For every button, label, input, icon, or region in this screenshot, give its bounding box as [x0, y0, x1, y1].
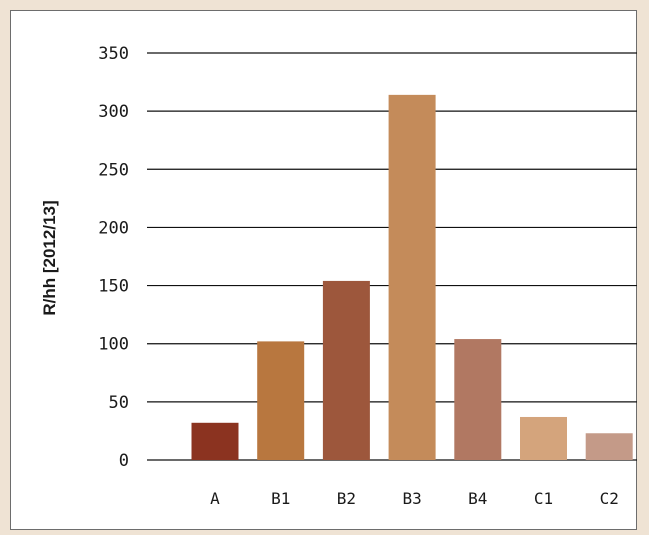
y-tick-label: 350 — [98, 44, 129, 64]
y-tick-label: 150 — [98, 277, 129, 297]
bar-b2 — [322, 280, 370, 460]
x-tick-label-b4: B4 — [468, 489, 487, 508]
bar-b4 — [454, 339, 502, 460]
x-tick-label-b2: B2 — [337, 489, 356, 508]
y-tick-label: 100 — [98, 335, 129, 355]
x-tick-label-c1: C1 — [534, 489, 553, 508]
bar-b1 — [257, 341, 305, 460]
y-tick-label: 200 — [98, 218, 129, 238]
y-tick-label: 50 — [109, 393, 129, 413]
bar-c2 — [585, 433, 633, 460]
x-tick-label-a: A — [210, 489, 220, 508]
y-axis-label: R/hh [2012/13] — [40, 200, 59, 315]
bar-c1 — [520, 416, 567, 460]
bar-b3 — [388, 94, 436, 460]
x-tick-label-c2: C2 — [600, 489, 619, 508]
bar-a — [191, 422, 239, 460]
y-tick-labels: 0 50 100 150 200 250 300 350 — [98, 44, 129, 471]
x-tick-label-b3: B3 — [402, 489, 421, 508]
x-tick-labels: A B1 B2 B3 B4 C1 C2 — [210, 489, 619, 508]
y-tick-label: 300 — [98, 102, 129, 122]
x-tick-label-b1: B1 — [271, 489, 290, 508]
y-tick-label: 250 — [98, 160, 129, 180]
y-tick-label: 0 — [119, 451, 129, 471]
bars — [191, 94, 633, 460]
